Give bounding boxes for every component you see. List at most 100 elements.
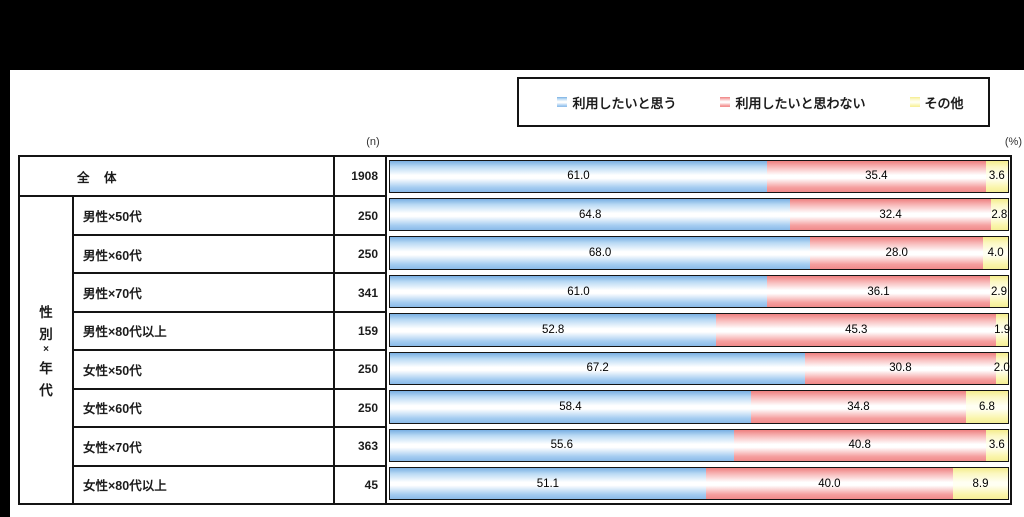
row-label: 女性×60代 [74,387,335,427]
row-label: 男性×70代 [74,272,335,311]
segment-value-label: 8.9 [972,477,989,490]
legend-swatch-red-icon [720,97,731,107]
segment-value-label: 40.0 [818,477,841,490]
segment-value-label: 28.0 [885,247,908,260]
segment-value-label: 52.8 [541,323,565,336]
group-header-char: 性 [39,305,53,321]
row-label: 女性×70代 [74,426,335,465]
bar-segment-yellow: 3.6 [985,429,1008,462]
bar-segment-yellow: 6.8 [965,391,1008,423]
segment-value-label: 30.8 [889,362,912,375]
bar-cell: 61.0 36.1 2.9 [387,272,1010,310]
row-label: 男性×60代 [74,233,335,273]
bar-segment-yellow: 2.0 [993,352,1010,385]
segment-value-label: 67.2 [586,362,609,375]
segment-value-label: 40.8 [848,439,871,452]
stacked-bar: 61.0 35.4 3.6 [389,159,1009,193]
stacked-bar: 58.4 34.8 6.8 [389,390,1009,424]
segment-value-label: 4.0 [987,247,1004,260]
group-header: 性別 × 年代 [20,195,74,503]
legend-item-do-not-want-to-use: 利用したいと思わない [720,93,866,112]
legend-label: 利用したいと思う [572,95,677,111]
bar-segment-blue: 61.0 [390,160,767,192]
bar-segment-red: 36.1 [766,275,991,308]
bar-segment-red: 32.4 [790,198,991,231]
bar-segment-red: 40.8 [733,429,986,462]
bar-cell: 68.0 28.0 4.0 [387,234,1010,272]
bar-segment-blue: 58.4 [390,391,751,423]
segment-value-label: 51.1 [536,477,560,490]
n-value: 1908 [335,157,387,196]
legend-label: その他 [924,95,964,111]
segment-value-label: 3.6 [988,170,1005,183]
segment-value-label: 3.6 [988,439,1005,452]
row-label: 男性×50代 [74,195,335,234]
bar-segment-yellow: 4.0 [983,237,1008,269]
n-unit-label: (n) [366,136,380,148]
bar-segment-red: 40.0 [705,468,953,500]
bar-segment-blue: 64.8 [390,198,791,231]
row-label: 全 体 [20,157,335,196]
segment-value-label: 45.3 [845,323,868,336]
bar-cell: 52.8 45.3 1.9 [387,311,1010,349]
legend-swatch-yellow-icon [909,97,920,107]
segment-value-label: 32.4 [879,208,902,221]
segment-value-label: 1.9 [994,323,1011,336]
bar-cell: 64.8 32.4 2.8 [387,195,1010,233]
stacked-bar: 51.1 40.0 8.9 [389,467,1009,501]
group-header-char: 代 [39,383,53,399]
bar-segment-blue: 52.8 [390,314,717,346]
n-value: 45 [335,464,387,503]
legend-swatch-blue-icon [557,97,568,107]
bar-segment-blue: 55.6 [390,429,734,462]
segment-value-label: 34.8 [847,400,870,413]
segment-value-label: 55.6 [550,439,573,452]
stacked-bar: 61.0 36.1 2.9 [389,274,1009,309]
bar-segment-red: 35.4 [766,160,986,192]
survey-table: 全 体 1908 61.0 35.4 3.6 男性×50代 250 64.8 32.4 2.8 男性… [18,155,1012,505]
segment-value-label: 61.0 [567,170,590,183]
bar-segment-red: 30.8 [805,352,996,385]
bar-cell: 55.6 40.8 3.6 [387,426,1010,464]
segment-value-label: 68.0 [588,247,612,260]
segment-value-label: 35.4 [865,170,888,183]
bar-segment-yellow: 2.8 [990,198,1008,231]
n-value: 363 [335,426,387,465]
stacked-bar: 52.8 45.3 1.9 [389,313,1011,347]
bar-cell: 58.4 34.8 6.8 [387,388,1010,426]
bar-segment-blue: 61.0 [390,275,767,308]
n-value: 250 [335,233,387,273]
group-header-char: 年 [39,361,53,377]
percent-unit-label: (%) [1004,136,1022,148]
n-value: 159 [335,310,387,350]
bar-cell: 61.0 35.4 3.6 [387,157,1010,195]
legend-item-other: その他 [909,93,964,112]
stacked-bar: 68.0 28.0 4.0 [389,236,1009,270]
bar-segment-yellow: 2.9 [990,275,1008,308]
bar-segment-yellow: 3.6 [985,160,1008,192]
segment-value-label: 64.8 [579,208,602,221]
bar-segment-blue: 67.2 [390,352,806,385]
bar-cell: 67.2 30.8 2.0 [387,349,1010,387]
group-header-char: 別 [39,327,53,343]
bar-segment-yellow: 8.9 [952,468,1008,500]
bar-segment-blue: 68.0 [390,237,811,269]
n-value: 341 [335,272,387,311]
segment-value-label: 2.9 [991,285,1008,298]
legend-item-want-to-use: 利用したいと思う [557,93,676,112]
segment-value-label: 61.0 [567,285,590,298]
group-header-char: × [43,344,49,356]
content-area: 利用したいと思う 利用したいと思わない その他 (n) (%) 全 体 1908 6… [10,70,1024,517]
n-value: 250 [335,195,387,234]
bar-segment-red: 34.8 [750,391,966,423]
legend-label: 利用したいと思わない [735,95,866,111]
stacked-bar: 67.2 30.8 2.0 [389,351,1010,386]
bar-segment-red: 28.0 [810,237,984,269]
segment-value-label: 36.1 [867,285,890,298]
stacked-bar: 55.6 40.8 3.6 [389,428,1009,463]
n-value: 250 [335,349,387,388]
segment-value-label: 6.8 [978,400,995,413]
segment-value-label: 58.4 [559,400,582,413]
bar-segment-blue: 51.1 [390,468,706,500]
segment-value-label: 2.0 [993,362,1010,375]
